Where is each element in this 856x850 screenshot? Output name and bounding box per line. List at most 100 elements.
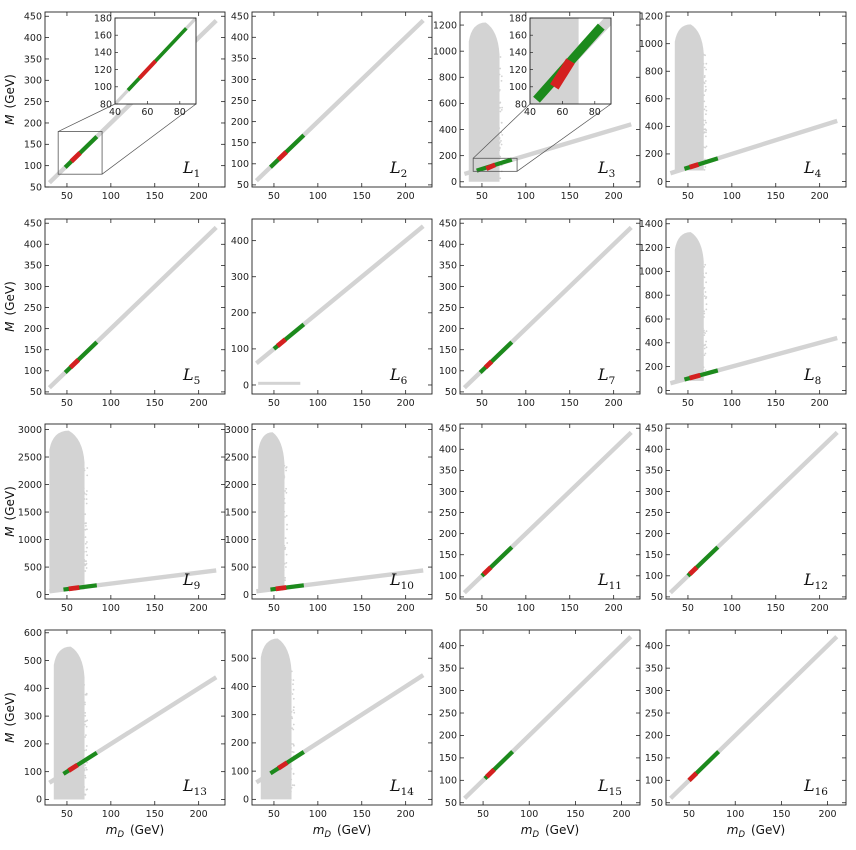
panel-2-frame	[251, 11, 433, 188]
panel-13-plot-area	[48, 646, 218, 800]
panel-4-ytick-label: 800	[645, 67, 663, 78]
panel-5-ytick-label: 450	[24, 219, 42, 230]
panel-3-inset-ytick-label: 180	[509, 13, 527, 24]
panel-4-scan-speck	[702, 62, 705, 65]
panel-14-scan-speck	[289, 719, 292, 722]
panel-2-ytick-label: 100	[231, 159, 249, 170]
panel-13: 50 100 150 2000100200300400500600L13M(GeV)m…	[3, 628, 226, 840]
panel-2-ytick-label: 250	[231, 96, 249, 107]
panel-13-scan-speck	[84, 723, 86, 726]
panel-1-xtick-label: 50	[61, 191, 73, 202]
panel-14-scan-speck	[289, 744, 292, 747]
panel-4-scan-speck	[702, 146, 705, 149]
panel-16-ytick-label: 50	[651, 798, 663, 809]
panel-14-scan-speck	[289, 738, 292, 741]
panel-16-xtick-label: 200	[818, 809, 836, 820]
panel-10-scan-speck	[286, 528, 288, 531]
panel-13-scan-speck	[83, 684, 86, 686]
panel-6-xtick-label: 200	[397, 398, 415, 409]
panel-8-ytick-label: 1000	[639, 267, 663, 278]
panel-9-xtick-label: 100	[102, 603, 120, 614]
panel-8-scan-speck	[704, 332, 706, 334]
panel-10-scan-speck	[283, 477, 285, 480]
panel-14-ytick-label: 500	[231, 654, 249, 665]
panel-9-ytick-label: 0	[36, 590, 42, 601]
panel-10-scan-speck	[285, 562, 288, 564]
panel-3-scan-speck	[500, 75, 503, 78]
panel-2-ytick-label: 50	[237, 180, 249, 191]
panel-3-label-letter: L	[597, 158, 609, 177]
panel-3-scan-speck	[499, 155, 502, 158]
panel-16-ytick-label: 200	[645, 731, 663, 742]
panel-13-scan-speck	[82, 713, 85, 715]
panel-11-ytick-label: 100	[439, 571, 457, 582]
panel-3-red-segment	[485, 162, 497, 171]
panel-3-scan-speck	[497, 108, 500, 111]
panel-6-ytick-label: 100	[231, 344, 249, 355]
panel-10-scan-speck	[282, 554, 285, 556]
panel-8-frame	[665, 218, 847, 395]
panel-14-scan-speck	[292, 743, 295, 746]
panel-1-xtick-label: 100	[102, 191, 120, 202]
panel-1-green-segment	[63, 135, 99, 169]
panel-7-ytick-label: 50	[445, 387, 457, 398]
panel-10-scan-speck	[284, 579, 286, 582]
panel-14-scan-speck	[290, 691, 292, 693]
panel-4-ytick-label: 400	[645, 122, 663, 133]
panel-7-xtick-label: 150	[561, 398, 579, 409]
panel-1-ytick-label: 300	[24, 76, 42, 87]
panel-10-scan-speck	[283, 502, 286, 504]
panel-7-ytick-label: 400	[439, 240, 457, 251]
panel-14-scan-speck	[292, 728, 295, 731]
panel-12-red-segment	[688, 565, 699, 576]
panel-15-label-index: 15	[609, 786, 622, 798]
panel-12-ytick-label: 200	[645, 529, 663, 540]
panel-8-scan-speck	[702, 331, 705, 334]
y-title-main: M	[3, 526, 17, 537]
panel-6: 50 100 150 200 0 100 200 300 400 L6	[231, 218, 433, 409]
panel-9-scan-speck	[84, 570, 87, 572]
panel-10-scan-speck	[285, 514, 288, 517]
panel-1-ytick-label: 250	[24, 97, 42, 108]
panel-9-scan-speck	[85, 522, 87, 524]
panel-7-label-letter: L	[597, 365, 609, 384]
x-title-unit: (GeV)	[337, 823, 371, 837]
panel-14-scan-speck	[289, 741, 292, 743]
panel-8-scan-speck	[702, 272, 704, 275]
panel-14-scan-speck	[290, 778, 293, 781]
panel-12-ytick-label: 350	[645, 466, 663, 477]
panel-4-scan-speck	[705, 129, 708, 132]
panel-14-scan-cloud	[260, 638, 292, 800]
panel-10-scan-speck	[283, 510, 286, 513]
panel-10-scan-speck	[284, 548, 286, 551]
panel-8-scan-speck	[701, 377, 704, 379]
panel-9-scan-speck	[83, 469, 86, 472]
panel-1-ytick-label: 100	[24, 161, 42, 172]
panel-2-xtick-label: 200	[397, 191, 415, 202]
panel-3-zoom-connector	[516, 103, 612, 172]
panel-12-ytick-label: 150	[645, 550, 663, 561]
panel-9-scan-speck	[86, 554, 88, 557]
panel-10-ytick-label: 2000	[225, 480, 249, 491]
panel-4-label: L4	[803, 158, 822, 180]
panel-12-plot-area	[668, 430, 839, 595]
panel-8-scan-speck	[702, 275, 704, 278]
panel-7-ytick-label: 300	[439, 282, 457, 293]
panel-3-scan-speck	[497, 128, 500, 131]
panel-3-scan-speck	[497, 85, 500, 88]
panel-8-scan-speck	[701, 352, 704, 355]
panel-3-xtick-label: 100	[517, 191, 535, 202]
panel-6-ytick-label: 200	[231, 308, 249, 319]
panel-1-zoom-connector	[101, 103, 197, 175]
panel-1-label-letter: L	[182, 158, 194, 177]
panel-10-scan-speck	[285, 469, 287, 472]
panel-4-scan-speck	[703, 66, 706, 69]
panel-1-inset-xtick-label: 80	[174, 107, 186, 118]
panel-2-xtick-label: 50	[268, 191, 280, 202]
panel-16-frame	[665, 629, 847, 806]
panel-3-xtick-label: 50	[476, 191, 488, 202]
panel-4-scan-speck	[705, 131, 707, 134]
panel-9-scan-speck	[82, 487, 85, 489]
panel-15-label-letter: L	[597, 776, 609, 795]
